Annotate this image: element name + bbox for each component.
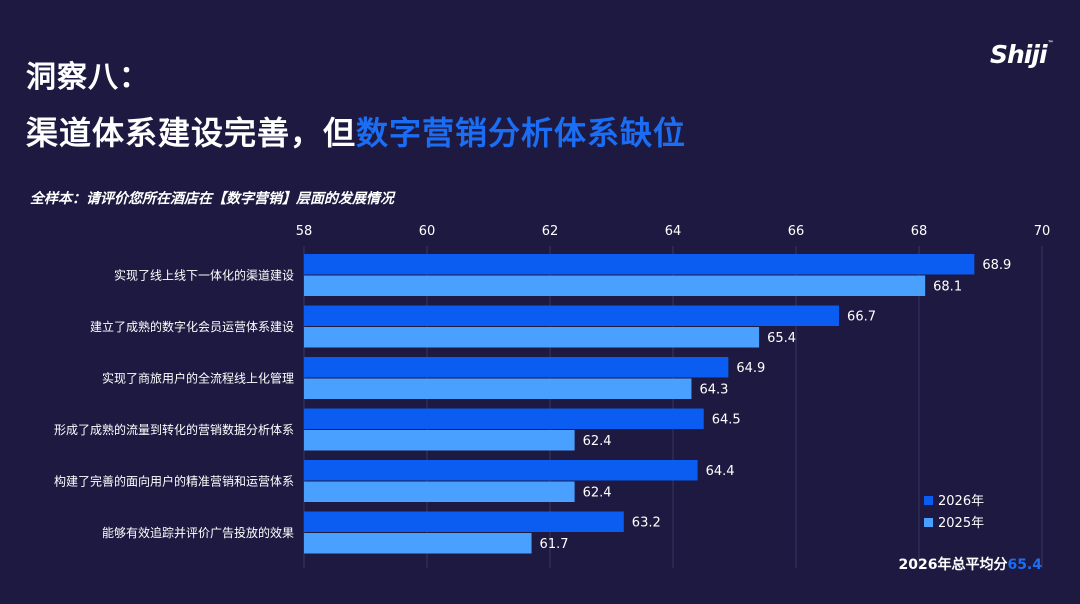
bar-2026: [304, 254, 975, 275]
average-score-label: 2026年总平均分: [898, 557, 1008, 573]
category-label: 实现了线上线下一体化的渠道建设: [114, 268, 294, 283]
category-label: 能够有效追踪并评价广告投放的效果: [102, 525, 294, 540]
x-tick-label: 60: [419, 224, 436, 239]
x-tick-label: 66: [788, 224, 805, 239]
data-label: 68.9: [982, 258, 1011, 273]
bar-2026: [304, 511, 624, 532]
legend-swatch-2025: [924, 518, 933, 527]
logo-trademark-icon: ™: [1047, 40, 1054, 47]
x-tick-label: 58: [296, 224, 313, 239]
x-tick-label: 68: [911, 224, 928, 239]
data-label: 64.9: [736, 361, 765, 376]
average-score-annotation: 2026年总平均分65.4: [898, 554, 1042, 574]
average-score-value: 65.4: [1007, 557, 1042, 573]
title-highlight: 数字营销分析体系缺位: [356, 114, 687, 152]
data-label: 68.1: [933, 279, 962, 294]
data-label: 64.3: [699, 382, 728, 397]
x-tick-label: 64: [665, 224, 682, 239]
bar-2025: [304, 481, 575, 502]
data-label: 66.7: [847, 309, 876, 324]
bar-2025: [304, 378, 692, 399]
title-prefix: 渠道体系建设完善，但: [26, 114, 357, 152]
data-label: 63.2: [632, 515, 661, 530]
bar-2025: [304, 327, 760, 348]
page-title-line1: 洞察八：: [26, 60, 150, 95]
category-label: 建立了成熟的数字化会员运营体系建设: [90, 319, 294, 334]
logo-text: Shiji: [990, 40, 1048, 69]
bar-2026: [304, 460, 698, 481]
data-label: 62.4: [583, 485, 612, 500]
chart-subtitle: 全样本：请评价您所在酒店在【数字营销】层面的发展情况: [30, 191, 394, 207]
bar-2025: [304, 430, 575, 451]
data-label: 62.4: [583, 434, 612, 449]
category-label: 形成了成熟的流量到转化的营销数据分析体系: [54, 422, 294, 437]
data-label: 61.7: [540, 537, 569, 552]
x-tick-label: 70: [1034, 224, 1051, 239]
x-tick-label: 62: [542, 224, 559, 239]
legend-label: 2025年: [938, 516, 984, 531]
page-title-line2: 渠道体系建设完善，但数字营销分析体系缺位: [26, 108, 686, 154]
data-label: 64.4: [706, 464, 735, 479]
bar-2026: [304, 408, 704, 429]
shiji-logo: Shiji™: [990, 40, 1054, 69]
category-label: 实现了商旅用户的全流程线上化管理: [102, 371, 294, 386]
bar-2026: [304, 357, 729, 378]
legend-swatch-2026: [924, 496, 933, 505]
bar-2025: [304, 533, 532, 554]
bar-2026: [304, 305, 840, 326]
data-label: 65.4: [767, 331, 796, 346]
category-label: 构建了完善的面向用户的精准营销和运营体系: [54, 474, 294, 489]
data-label: 64.5: [712, 412, 741, 427]
bar-2025: [304, 275, 926, 296]
legend-label: 2026年: [938, 494, 984, 509]
